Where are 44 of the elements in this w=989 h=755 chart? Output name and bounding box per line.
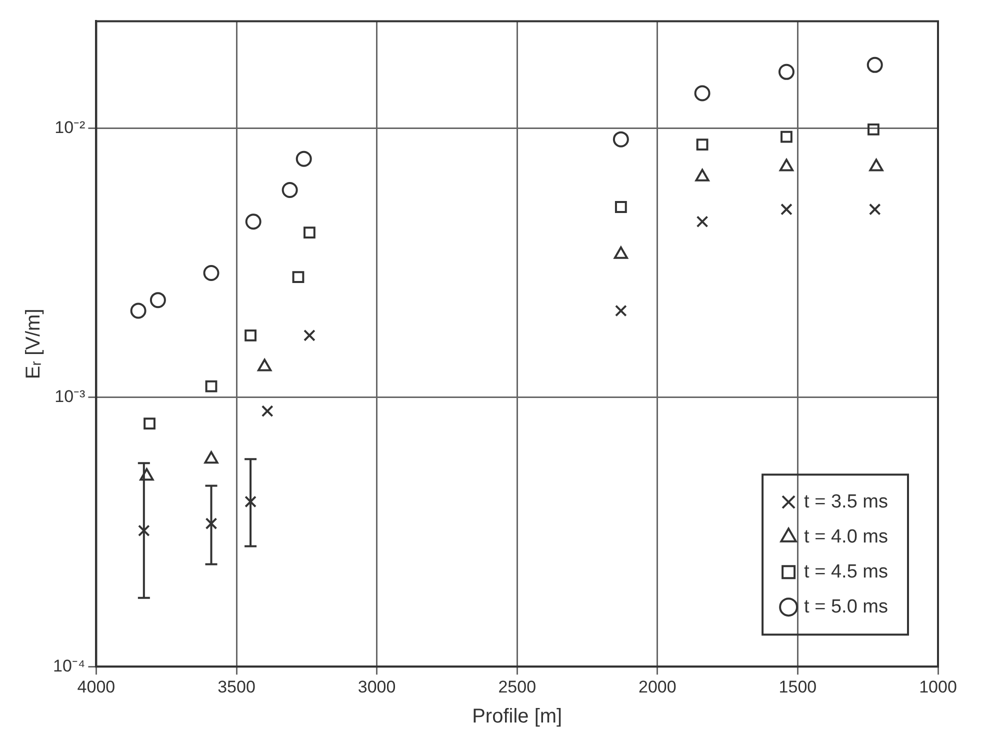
point (780, 130, 792, 143)
point (130, 302, 146, 319)
legend-label: t = 4.0 ms (804, 526, 888, 548)
point (144, 418, 156, 430)
x-tick-label: 1500 (778, 677, 817, 696)
y-tick-label: 10⁻³ (54, 387, 86, 406)
point (694, 85, 710, 102)
point (614, 304, 627, 317)
legend-label: t = 5.0 ms (804, 596, 888, 618)
x-tick-label: 2000 (638, 677, 676, 696)
x-axis-title: Profile [m] (472, 706, 562, 728)
point (614, 201, 627, 213)
y-tick-label: 10⁻² (54, 118, 86, 137)
y-tick-label: 10⁻⁴ (52, 656, 86, 676)
y-axis-title: Eᵣ [V/m] (22, 308, 45, 380)
point (150, 292, 166, 308)
legend-label: t = 3.5 ms (804, 491, 888, 512)
point (203, 265, 220, 281)
point (868, 124, 880, 136)
x-tick-label: 2500 (498, 677, 536, 696)
point (292, 271, 304, 284)
point (261, 405, 274, 418)
point (205, 518, 218, 530)
point (778, 64, 794, 80)
point (866, 56, 883, 73)
point (696, 216, 708, 228)
point (138, 524, 150, 537)
x-tick-label: 4000 (77, 677, 116, 696)
point (205, 380, 218, 392)
point (282, 182, 298, 198)
point (244, 329, 256, 342)
point (696, 138, 708, 151)
point (245, 214, 262, 230)
point (304, 329, 316, 342)
point (244, 496, 256, 508)
point (296, 150, 312, 167)
point (304, 226, 316, 238)
x-tick-label: 1000 (919, 677, 957, 696)
point (868, 203, 881, 216)
point (612, 131, 629, 148)
x-tick-label: 3000 (358, 677, 396, 696)
x-tick-label: 3500 (218, 677, 256, 696)
point (780, 203, 792, 216)
legend-label: t = 4.5 ms (804, 561, 888, 582)
